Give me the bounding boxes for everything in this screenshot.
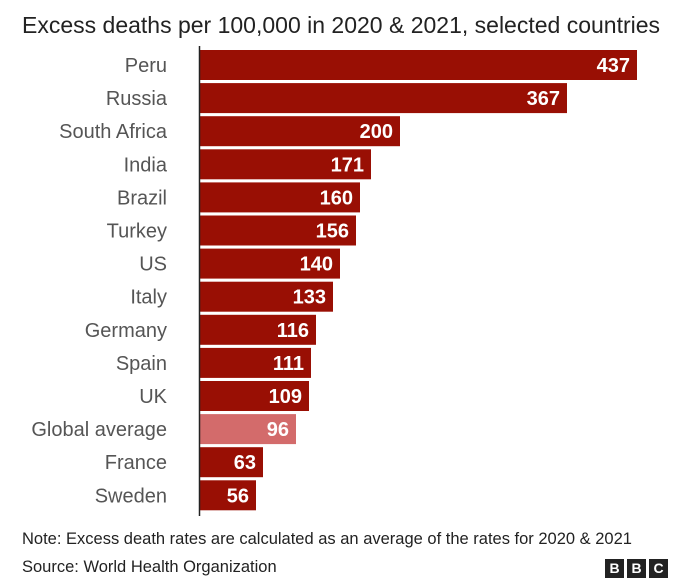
value-label: 133	[293, 287, 326, 309]
category-label: Sweden	[95, 485, 167, 507]
value-label: 109	[269, 386, 302, 408]
bbc-logo-letter: B	[605, 559, 624, 578]
category-label: Brazil	[117, 187, 167, 209]
category-label: Global average	[31, 419, 167, 441]
bar	[200, 281, 333, 312]
value-label: 111	[273, 353, 304, 375]
category-label: India	[124, 154, 168, 176]
category-label: Spain	[116, 353, 167, 375]
bar	[200, 381, 309, 411]
bar	[200, 149, 371, 180]
category-label: Peru	[125, 55, 167, 77]
bar	[200, 480, 256, 511]
value-label: 160	[320, 187, 353, 209]
value-label: 171	[331, 154, 364, 176]
category-label: France	[105, 452, 167, 474]
category-label: Italy	[130, 287, 167, 309]
value-label: 156	[316, 221, 349, 243]
value-label: 56	[227, 485, 249, 507]
bar	[200, 314, 316, 345]
bar	[200, 50, 637, 80]
bar	[200, 83, 567, 114]
category-label: UK	[139, 386, 167, 408]
footnote: Note: Excess death rates are calculated …	[22, 530, 632, 548]
chart-title: Excess deaths per 100,000 in 2020 & 2021…	[22, 12, 661, 38]
source-line: Source: World Health Organization	[22, 558, 277, 576]
bar	[200, 248, 340, 279]
category-label: South Africa	[59, 121, 168, 143]
bbc-logo-letter: C	[649, 559, 668, 578]
bars-layer: Peru 437 Russia 367 South Africa 200 India 171 B…	[31, 50, 637, 511]
value-label: 116	[277, 320, 309, 342]
category-label: Germany	[85, 320, 167, 342]
category-label: US	[139, 254, 167, 276]
category-label: Turkey	[107, 221, 167, 243]
value-label: 367	[527, 88, 560, 110]
bar	[200, 347, 311, 378]
bar	[200, 182, 360, 213]
category-label: Russia	[106, 88, 168, 110]
value-label: 437	[597, 55, 630, 77]
bbc-logo-letter: B	[627, 559, 646, 578]
value-label: 96	[267, 419, 289, 441]
bar	[200, 447, 263, 478]
value-label: 140	[300, 254, 333, 276]
bar	[200, 414, 296, 445]
bar	[200, 215, 356, 246]
value-label: 63	[234, 452, 256, 474]
bbc-logo: B B C	[605, 559, 668, 578]
bar	[200, 116, 400, 147]
value-label: 200	[360, 121, 393, 143]
